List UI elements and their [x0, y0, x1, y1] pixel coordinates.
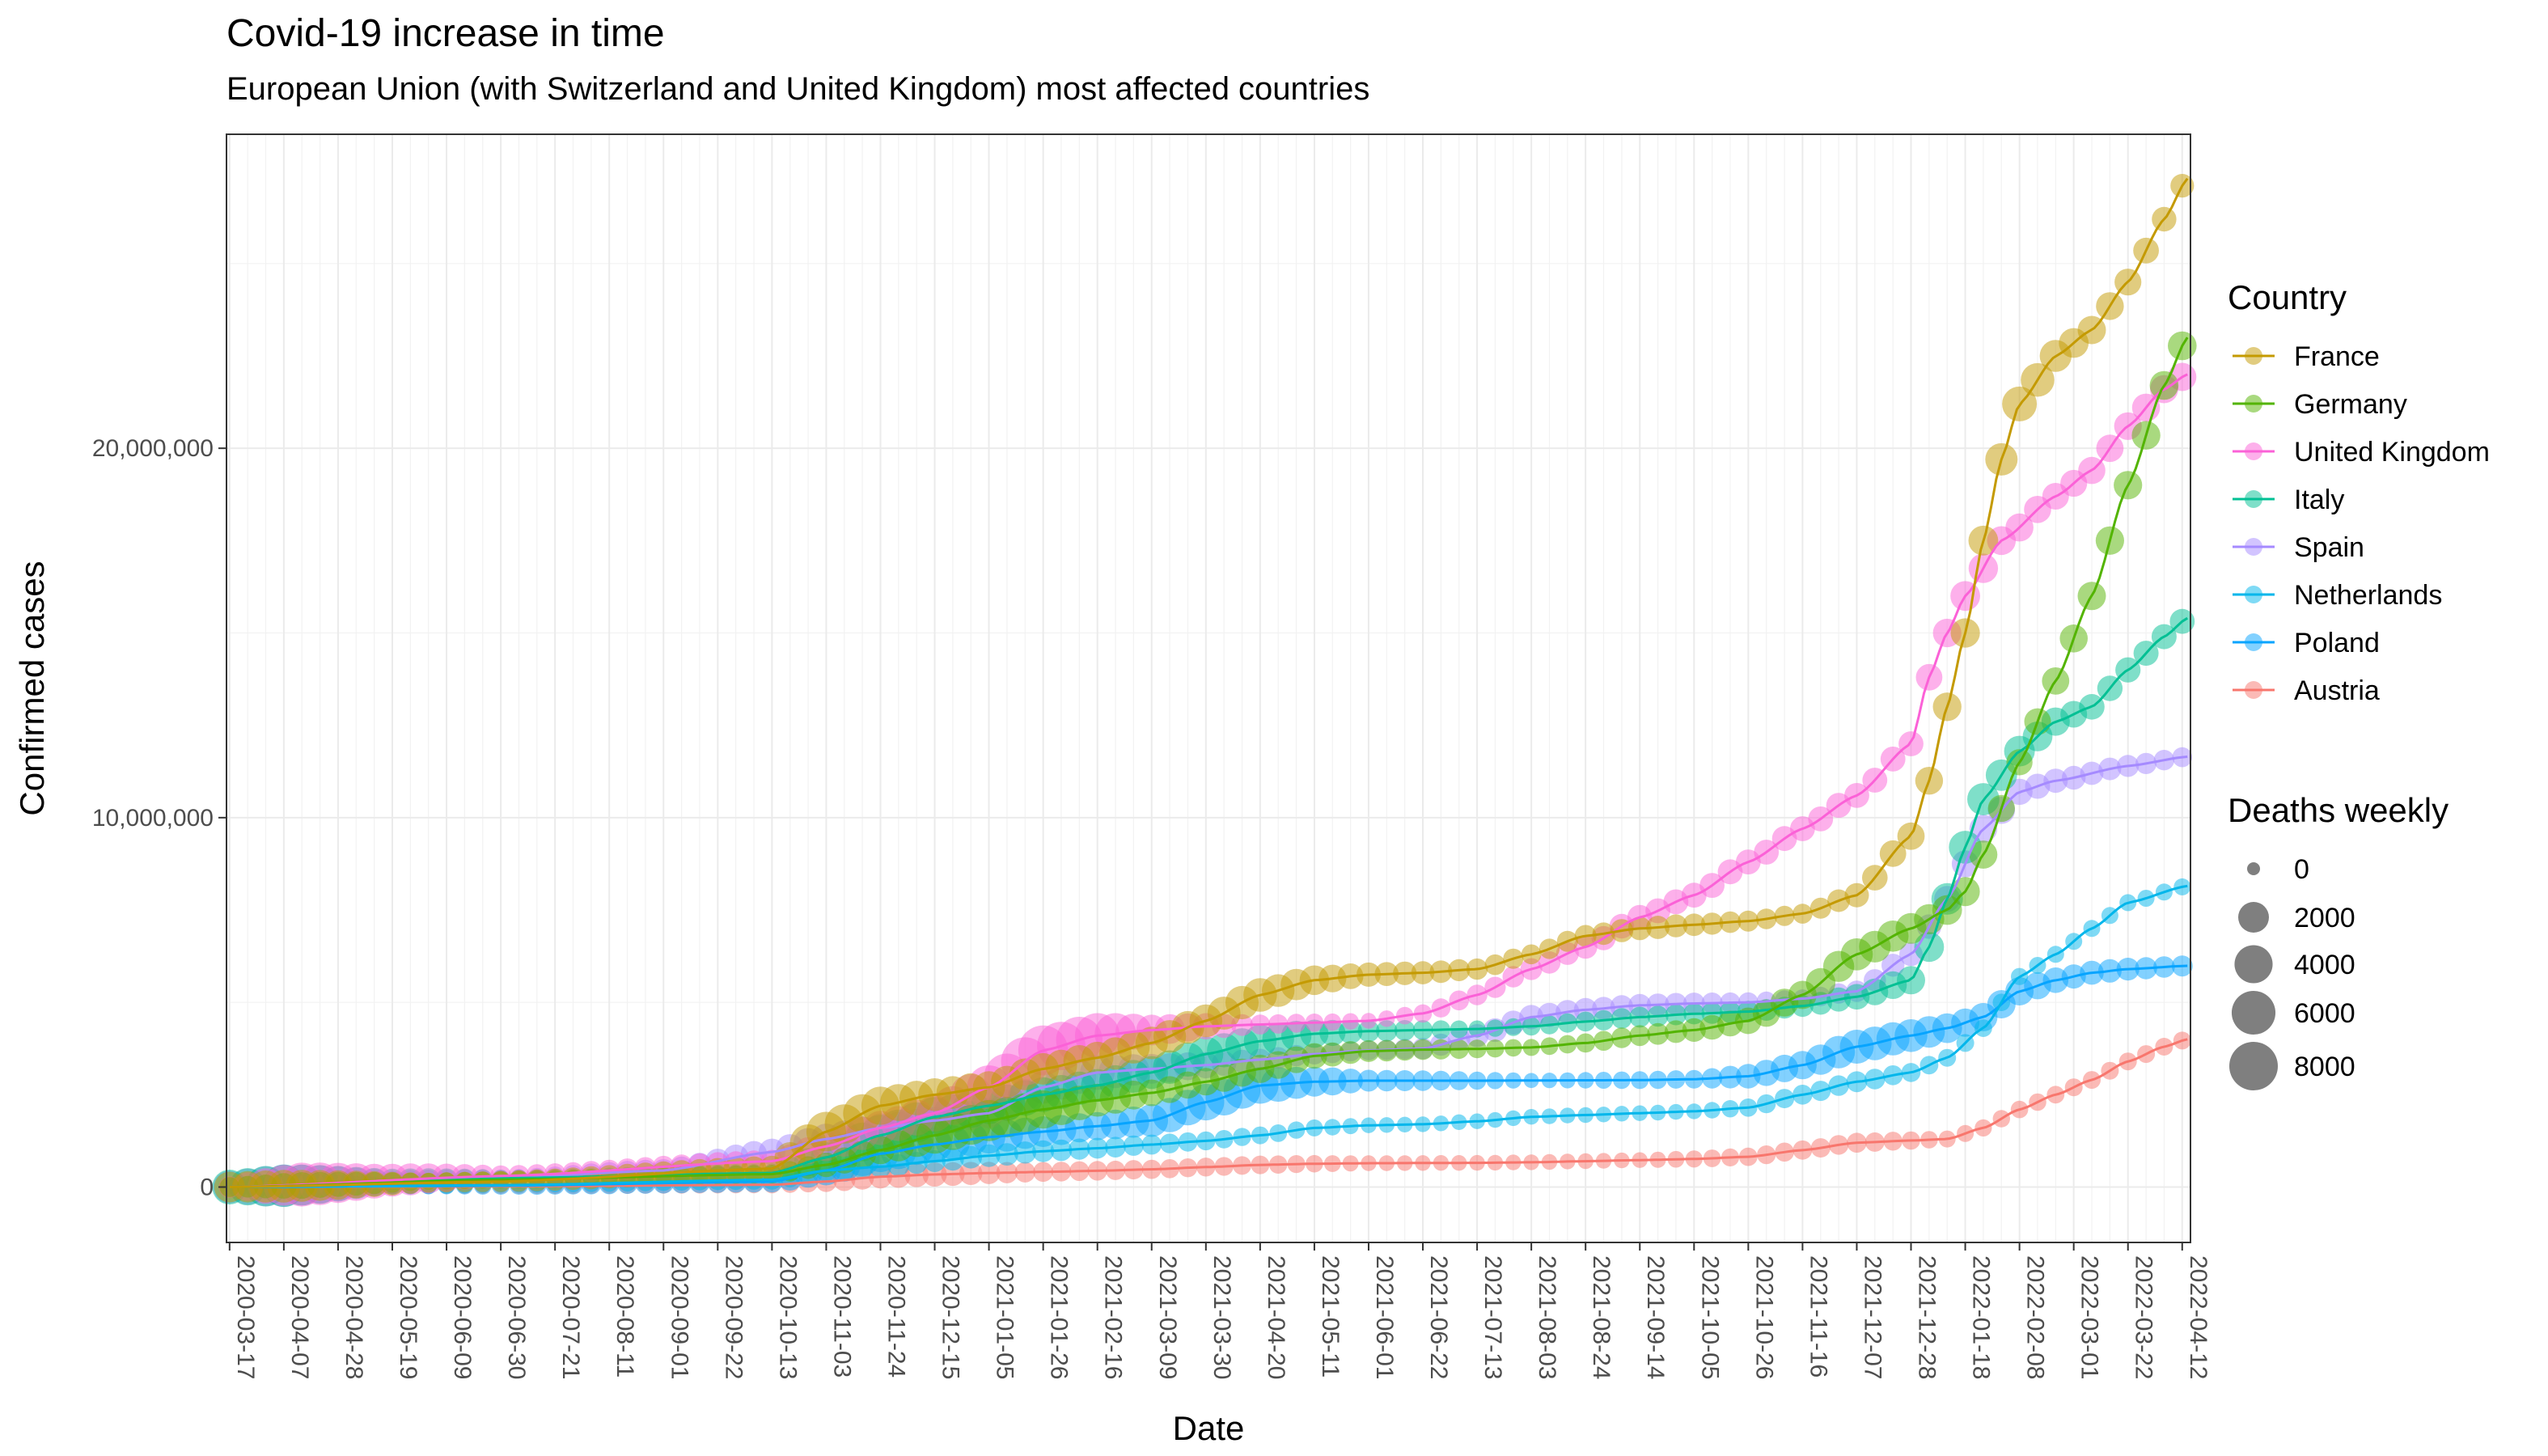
legend-item-netherlands: Netherlands	[2233, 580, 2442, 611]
x-axis-title: Date	[1173, 1409, 1245, 1447]
series-line-united-kingdom	[229, 373, 2188, 1188]
y-axis: 0 10,000,000 20,000,000	[92, 435, 226, 1201]
x-tick-label: 2021-12-07	[1859, 1255, 1886, 1379]
chart-title: Covid-19 increase in time	[226, 12, 665, 55]
x-tick-label: 2020-04-07	[286, 1255, 313, 1379]
x-tick-label: 2021-10-26	[1750, 1255, 1777, 1379]
x-tick-label: 2021-11-16	[1805, 1255, 1831, 1378]
x-tick-label: 2021-02-16	[1100, 1255, 1127, 1379]
x-tick-label: 2020-06-09	[449, 1255, 476, 1379]
legend-country: Country France Germany United Kingdom Italy S…	[2228, 278, 2490, 706]
size-legend-label: 8000	[2294, 1052, 2355, 1082]
x-tick-label: 2022-03-22	[2131, 1255, 2157, 1379]
x-tick-label: 2022-04-12	[2185, 1255, 2212, 1379]
size-legend-label: 4000	[2294, 950, 2355, 980]
x-tick-label: 2021-06-22	[1425, 1255, 1452, 1379]
x-tick-label: 2021-01-26	[1046, 1255, 1073, 1379]
x-tick-label: 2020-11-03	[828, 1255, 855, 1378]
x-tick-label: 2021-08-03	[1534, 1255, 1560, 1379]
x-tick-label: 2020-11-24	[882, 1255, 909, 1378]
size-legend-item: 6000	[2231, 990, 2355, 1035]
x-tick-label: 2020-05-19	[395, 1255, 421, 1379]
x-tick-label: 2021-04-20	[1263, 1255, 1289, 1379]
x-tick-label: 2020-06-30	[503, 1255, 530, 1379]
size-legend-item: 0	[2247, 854, 2309, 885]
x-tick-label: 2020-09-01	[666, 1255, 692, 1379]
x-tick-label: 2022-03-01	[2076, 1255, 2103, 1379]
plot-border	[226, 133, 2191, 1243]
series-lines	[229, 177, 2189, 1188]
x-tick-label: 2021-09-14	[1642, 1255, 1669, 1379]
legend-item-poland: Poland	[2233, 628, 2380, 658]
x-tick-label: 2021-05-11	[1317, 1255, 1344, 1378]
legend-label: Spain	[2294, 532, 2364, 563]
size-legend-item: 2000	[2238, 902, 2355, 933]
legend-label: France	[2294, 341, 2380, 372]
size-legend-label: 2000	[2294, 903, 2355, 933]
legend-title-deaths: Deaths weekly	[2228, 791, 2449, 829]
y-axis-title: Confirmed cases	[13, 561, 51, 815]
x-tick-label: 2021-07-13	[1479, 1255, 1506, 1379]
legend-item-france: France	[2233, 341, 2380, 372]
legend-deaths-weekly: Deaths weekly 0 2000 4000 6000 8000	[2228, 791, 2449, 1090]
x-tick-label: 2020-07-21	[557, 1255, 584, 1379]
x-tick-label: 2020-12-15	[938, 1255, 964, 1379]
legend-label: Austria	[2294, 675, 2380, 706]
series-line-france	[229, 177, 2189, 1188]
x-axis: 2020-03-17 2020-04-07 2020-04-28 2020-05-19…	[228, 1242, 2212, 1379]
legend-label: United Kingdom	[2294, 437, 2490, 468]
x-tick-label: 2020-03-17	[232, 1255, 259, 1379]
legend-title-country: Country	[2228, 278, 2347, 316]
x-tick-label: 2021-06-01	[1371, 1255, 1398, 1379]
x-tick-label: 2021-12-28	[1914, 1255, 1941, 1379]
legend-item-austria: Austria	[2233, 675, 2380, 706]
legend-item-italy: Italy	[2233, 485, 2344, 515]
x-tick-label: 2022-02-08	[2022, 1255, 2049, 1379]
size-legend-item: 4000	[2234, 945, 2355, 984]
y-tick-label: 0	[200, 1175, 214, 1201]
legend-label: Germany	[2294, 389, 2407, 420]
x-tick-label: 2020-04-28	[341, 1255, 367, 1379]
x-tick-label: 2021-03-09	[1154, 1255, 1181, 1379]
x-tick-label: 2020-10-13	[774, 1255, 801, 1379]
x-tick-label: 2021-10-05	[1696, 1255, 1723, 1379]
x-tick-label: 2020-08-11	[612, 1255, 638, 1378]
legend-item-united-kingdom: United Kingdom	[2233, 437, 2490, 468]
legend-label: Netherlands	[2294, 580, 2442, 611]
series-line-italy	[229, 616, 2188, 1188]
y-tick-label: 20,000,000	[92, 435, 214, 462]
size-legend-label: 6000	[2294, 998, 2355, 1029]
legend-label: Italy	[2294, 485, 2344, 515]
x-tick-label: 2020-09-22	[720, 1255, 747, 1379]
legend-item-spain: Spain	[2233, 532, 2364, 563]
data-point-united-kingdom	[1898, 731, 1924, 756]
series-line-netherlands	[229, 884, 2188, 1188]
x-tick-label: 2021-01-05	[992, 1255, 1018, 1379]
legend-item-germany: Germany	[2233, 389, 2407, 420]
series-line-spain	[229, 756, 2188, 1188]
x-tick-label: 2021-03-30	[1208, 1255, 1235, 1379]
x-tick-label: 2022-01-18	[1968, 1255, 1995, 1379]
size-legend-label: 0	[2294, 854, 2309, 885]
x-tick-label: 2021-08-24	[1588, 1255, 1615, 1379]
chart-subtitle: European Union (with Switzerland and Uni…	[226, 71, 1370, 107]
y-tick-label: 10,000,000	[92, 805, 214, 832]
grid-major	[226, 134, 2190, 1242]
size-legend-item: 8000	[2229, 1042, 2355, 1090]
legend-label: Poland	[2294, 628, 2380, 658]
